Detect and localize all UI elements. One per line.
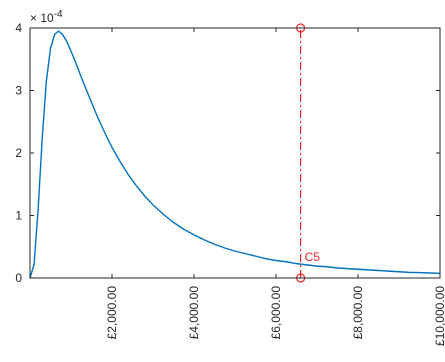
x-tick-label: £10,000.00 (433, 286, 445, 346)
y-tick-label: 4 (15, 21, 22, 35)
x-tick-label: £8,000.00 (351, 286, 365, 340)
x-tick-label: £6,000.00 (269, 286, 283, 340)
x-axis-ticks: £2,000.00 £4,000.00 £6,000.00 £8,000.00 £10,… (105, 28, 445, 346)
annotation-label: C5 (305, 250, 321, 264)
x-tick-label: £2,000.00 (105, 286, 119, 340)
y-multiplier-base: × 10 (30, 11, 54, 25)
y-tick-label: 0 (15, 271, 22, 285)
series-line (29, 30, 441, 279)
y-tick-label: 2 (15, 146, 22, 160)
y-tick-label: 1 (15, 209, 22, 223)
series-layer (29, 30, 441, 279)
x-tick-label: £4,000.00 (187, 286, 201, 340)
y-tick-label: 3 (15, 84, 22, 98)
y-multiplier-label: × 10-4 (30, 9, 63, 25)
plot-area (30, 28, 440, 278)
axes-box (29, 27, 441, 279)
y-multiplier-exponent: -4 (54, 9, 63, 20)
